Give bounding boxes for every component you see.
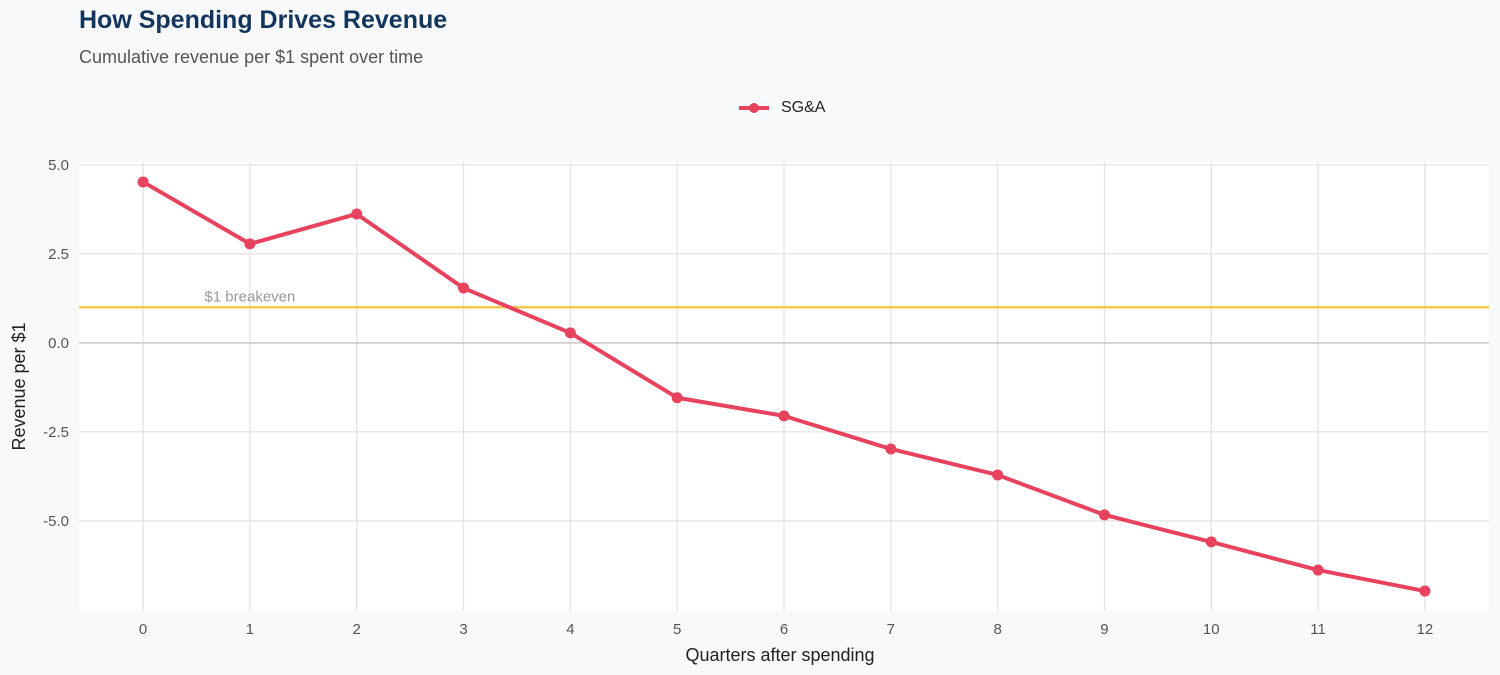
x-tick-label: 12 <box>1417 621 1434 638</box>
legend-label: SG&A <box>781 99 826 116</box>
x-tick-label: 7 <box>887 621 895 638</box>
x-tick-label: 4 <box>566 621 574 638</box>
y-tick-label: -2.5 <box>43 424 69 441</box>
data-point <box>458 282 470 294</box>
data-point <box>1419 585 1431 597</box>
x-tick-label: 10 <box>1203 621 1220 638</box>
data-point <box>1312 564 1324 576</box>
y-axis-label: Revenue per $1 <box>9 322 29 450</box>
y-tick-label: 2.5 <box>48 246 69 263</box>
x-axis-label: Quarters after spending <box>685 645 874 665</box>
x-tick-label: 6 <box>780 621 788 638</box>
legend: SG&A <box>737 99 825 117</box>
chart-title: How Spending Drives Revenue <box>79 6 448 34</box>
x-tick-label: 9 <box>1100 621 1108 638</box>
x-tick-label: 5 <box>673 621 681 638</box>
x-tick-label: 8 <box>993 621 1001 638</box>
breakeven-label: $1 breakeven <box>204 288 295 305</box>
data-point <box>885 443 897 455</box>
data-point <box>778 410 790 422</box>
data-point <box>137 176 149 188</box>
data-point <box>1098 509 1110 521</box>
legend-swatch <box>739 103 769 113</box>
data-point <box>351 208 363 220</box>
y-tick-label: 0.0 <box>48 335 69 352</box>
data-point <box>992 469 1004 481</box>
data-point <box>564 327 576 339</box>
x-tick-label: 2 <box>353 621 361 638</box>
data-point <box>1205 536 1217 548</box>
x-tick-label: 1 <box>246 621 254 638</box>
data-point <box>671 392 683 404</box>
data-point <box>244 238 256 250</box>
x-tick-label: 11 <box>1310 621 1326 638</box>
x-tick-label: 3 <box>459 621 467 638</box>
y-tick-label: -5.0 <box>43 513 69 530</box>
y-tick-label: 5.0 <box>48 157 69 174</box>
chart-subtitle: Cumulative revenue per $1 spent over tim… <box>79 47 424 67</box>
x-tick-label: 0 <box>139 621 147 638</box>
